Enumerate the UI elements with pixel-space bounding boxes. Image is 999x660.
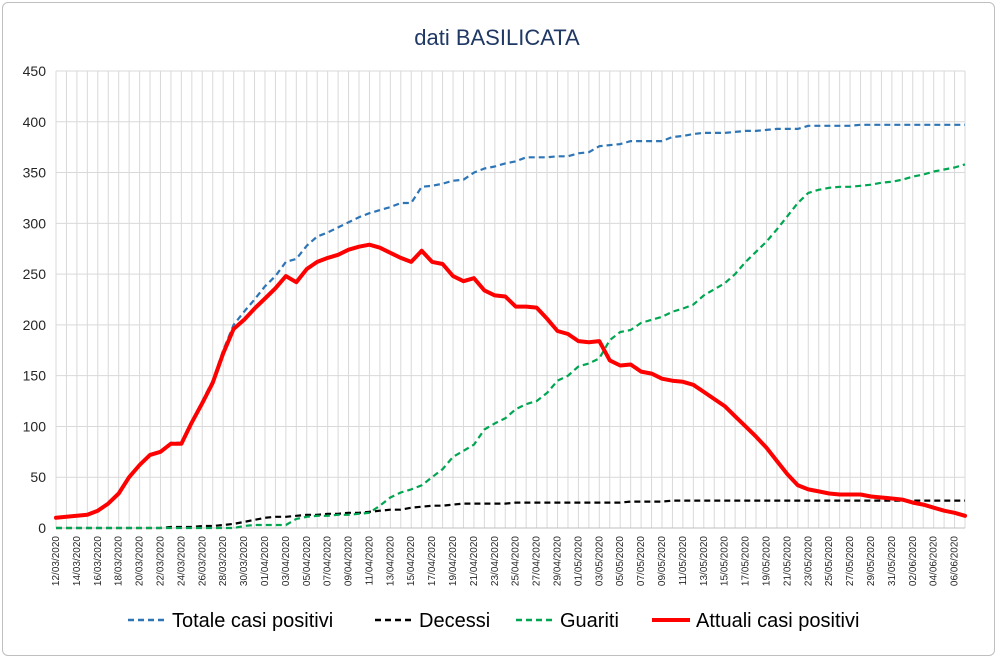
x-tick-label: 31/05/2020 xyxy=(887,536,898,586)
x-tick-label: 18/03/2020 xyxy=(114,536,125,586)
x-tick-label: 26/03/2020 xyxy=(197,536,208,586)
x-tick-label: 05/05/2020 xyxy=(615,536,626,586)
x-tick-label: 21/05/2020 xyxy=(782,536,793,586)
x-tick-label: 11/04/2020 xyxy=(364,536,375,586)
x-tick-label: 23/05/2020 xyxy=(803,536,814,586)
x-tick-label: 21/04/2020 xyxy=(469,536,480,586)
x-tick-label: 19/05/2020 xyxy=(761,536,772,586)
y-tick-label: 0 xyxy=(38,520,46,536)
series-lines xyxy=(54,123,967,530)
x-tick-label: 14/03/2020 xyxy=(72,536,83,586)
legend-label: Attuali casi positivi xyxy=(696,610,859,632)
x-tick-label: 06/06/2020 xyxy=(950,536,961,586)
x-tick-label: 16/03/2020 xyxy=(93,536,104,586)
y-tick-label: 50 xyxy=(30,469,46,485)
x-tick-label: 13/04/2020 xyxy=(385,536,396,586)
legend: Totale casi positivi Decessi Guariti Attual… xyxy=(128,610,859,632)
x-tick-label: 24/03/2020 xyxy=(176,536,187,586)
x-tick-label: 03/04/2020 xyxy=(281,536,292,586)
x-tick-label: 27/05/2020 xyxy=(845,536,856,586)
gridlines xyxy=(55,70,966,528)
x-tick-label: 07/04/2020 xyxy=(323,536,334,586)
x-axis-ticks: 12/03/2020 14/03/2020 16/03/2020 18/03/2020… xyxy=(51,536,961,586)
x-tick-label: 17/05/2020 xyxy=(741,536,752,586)
x-tick-label: 22/03/2020 xyxy=(155,536,166,586)
x-tick-label: 17/04/2020 xyxy=(427,536,438,586)
x-tick-label: 19/04/2020 xyxy=(448,536,459,586)
x-tick-label: 09/04/2020 xyxy=(344,536,355,586)
x-tick-label: 25/05/2020 xyxy=(824,536,835,586)
y-tick-label: 200 xyxy=(23,317,47,333)
x-tick-label: 23/04/2020 xyxy=(490,536,501,586)
x-tick-label: 01/04/2020 xyxy=(260,536,271,586)
x-tick-label: 15/04/2020 xyxy=(406,536,417,586)
x-tick-label: 01/05/2020 xyxy=(573,536,584,586)
y-tick-label: 150 xyxy=(23,368,47,384)
legend-label: Guariti xyxy=(560,610,619,632)
x-tick-label: 27/04/2020 xyxy=(532,536,543,586)
x-tick-label: 02/06/2020 xyxy=(908,536,919,586)
y-tick-label: 300 xyxy=(23,215,47,231)
y-tick-label: 400 xyxy=(23,114,47,130)
y-tick-label: 350 xyxy=(23,165,47,181)
x-tick-label: 28/03/2020 xyxy=(218,536,229,586)
y-tick-label: 250 xyxy=(23,266,47,282)
x-tick-label: 12/03/2020 xyxy=(51,536,62,586)
series-line-decessi xyxy=(56,499,965,530)
x-tick-label: 13/05/2020 xyxy=(699,536,710,586)
x-tick-label: 04/06/2020 xyxy=(929,536,940,586)
x-tick-label: 11/05/2020 xyxy=(678,536,689,586)
x-tick-label: 09/05/2020 xyxy=(657,536,668,586)
series-line-totale-casi-positivi xyxy=(55,123,965,519)
x-tick-label: 20/03/2020 xyxy=(135,536,146,586)
chart-title: dati BASILICATA xyxy=(414,25,580,50)
x-tick-label: 07/05/2020 xyxy=(636,536,647,586)
x-tick-label: 15/05/2020 xyxy=(720,536,731,586)
x-tick-label: 03/05/2020 xyxy=(594,536,605,586)
legend-label: Decessi xyxy=(419,610,490,632)
x-tick-label: 29/04/2020 xyxy=(553,536,564,586)
y-tick-label: 450 xyxy=(23,63,47,79)
series-line-attuali-casi-positivi xyxy=(54,242,967,520)
x-tick-label: 30/03/2020 xyxy=(239,536,250,586)
x-tick-label: 05/04/2020 xyxy=(302,536,313,586)
x-tick-label: 29/05/2020 xyxy=(866,536,877,586)
series-line-guariti xyxy=(56,163,966,530)
y-axis-ticks: 0 50 100 150 200 250 300 350 400 450 xyxy=(23,63,47,536)
x-tick-label: 25/04/2020 xyxy=(511,536,522,586)
y-tick-label: 100 xyxy=(23,418,47,434)
legend-label: Totale casi positivi xyxy=(172,610,333,632)
